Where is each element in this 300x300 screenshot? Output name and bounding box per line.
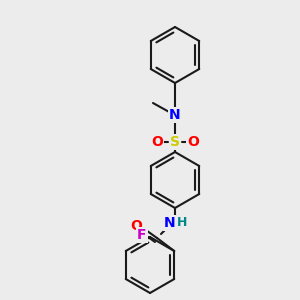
Text: O: O <box>130 219 142 233</box>
Text: O: O <box>187 135 199 149</box>
Text: S: S <box>170 135 180 149</box>
Text: N: N <box>164 216 175 230</box>
Text: O: O <box>151 135 163 149</box>
Text: H: H <box>177 217 188 230</box>
Text: F: F <box>137 228 147 242</box>
Text: N: N <box>169 108 181 122</box>
